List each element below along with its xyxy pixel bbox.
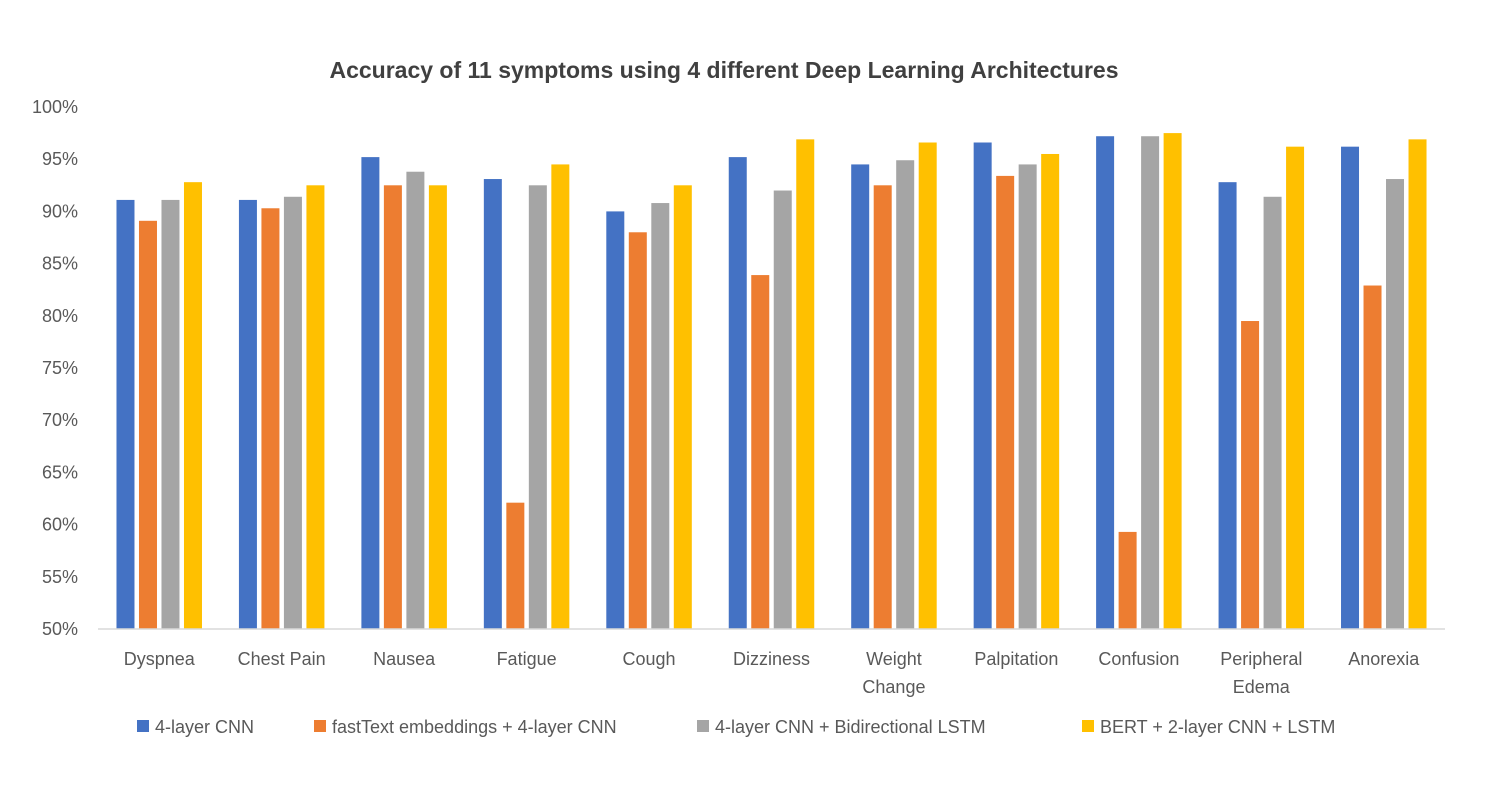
x-tick-label: Cough bbox=[623, 649, 676, 669]
x-tick-label: Fatigue bbox=[497, 649, 557, 669]
bar bbox=[1263, 196, 1282, 629]
x-tick-label-line: Weight bbox=[866, 649, 922, 669]
bar bbox=[1163, 133, 1182, 629]
bar bbox=[873, 185, 892, 630]
legend-item: fastText embeddings + 4-layer CNN bbox=[314, 717, 617, 737]
x-tick-label-line: Change bbox=[862, 677, 925, 697]
x-tick-label-line: Palpitation bbox=[974, 649, 1058, 669]
bar bbox=[996, 175, 1015, 629]
x-tick-label-line: Confusion bbox=[1098, 649, 1179, 669]
x-tick-label: Palpitation bbox=[974, 649, 1058, 669]
legend-label: fastText embeddings + 4-layer CNN bbox=[332, 717, 617, 737]
x-tick-label-line: Fatigue bbox=[497, 649, 557, 669]
bar bbox=[1041, 153, 1060, 630]
bar bbox=[1018, 164, 1037, 630]
bar bbox=[383, 185, 402, 630]
x-tick-label-line: Cough bbox=[623, 649, 676, 669]
bar bbox=[628, 232, 647, 629]
x-tick-label: Chest Pain bbox=[238, 649, 326, 669]
chart-title: Accuracy of 11 symptoms using 4 differen… bbox=[329, 57, 1118, 83]
y-tick-label: 80% bbox=[42, 306, 78, 326]
bars bbox=[116, 133, 1427, 630]
bar bbox=[651, 203, 670, 630]
bar bbox=[728, 157, 747, 630]
bar bbox=[1341, 146, 1360, 630]
bar bbox=[483, 179, 502, 630]
bar bbox=[406, 171, 425, 630]
y-tick-label: 70% bbox=[42, 410, 78, 430]
x-tick-label: Weight Change bbox=[862, 649, 925, 697]
legend-label: 4-layer CNN bbox=[155, 717, 254, 737]
bar bbox=[1096, 136, 1115, 630]
bar bbox=[796, 139, 815, 630]
bar bbox=[973, 142, 992, 629]
y-tick-label: 75% bbox=[42, 358, 78, 378]
bar bbox=[1363, 285, 1382, 629]
bar bbox=[1241, 321, 1260, 629]
bar bbox=[751, 275, 770, 629]
y-tick-label: 85% bbox=[42, 254, 78, 274]
y-tick-label: 60% bbox=[42, 515, 78, 535]
bar bbox=[261, 208, 280, 629]
bar bbox=[1286, 146, 1305, 630]
bar bbox=[551, 164, 570, 630]
bar bbox=[428, 185, 447, 630]
bar bbox=[606, 211, 625, 629]
bar bbox=[183, 182, 202, 630]
y-tick-label: 90% bbox=[42, 201, 78, 221]
bar bbox=[306, 185, 325, 630]
y-tick-label: 65% bbox=[42, 462, 78, 482]
bar bbox=[1118, 531, 1137, 629]
legend-swatch bbox=[314, 720, 326, 732]
x-tick-label-line: Dizziness bbox=[733, 649, 810, 669]
bar bbox=[1408, 139, 1427, 630]
bar bbox=[1386, 179, 1405, 630]
legend-swatch bbox=[697, 720, 709, 732]
bar bbox=[851, 164, 870, 630]
y-tick-label: 50% bbox=[42, 619, 78, 639]
bar bbox=[361, 157, 380, 630]
y-tick-label: 55% bbox=[42, 567, 78, 587]
legend-item: 4-layer CNN bbox=[137, 717, 254, 737]
bar bbox=[773, 190, 792, 629]
bar bbox=[506, 502, 525, 629]
bar bbox=[896, 160, 915, 630]
x-tick-label-line: Dyspnea bbox=[124, 649, 196, 669]
legend-label: BERT + 2-layer CNN + LSTM bbox=[1100, 717, 1335, 737]
x-tick-label: Confusion bbox=[1098, 649, 1179, 669]
legend-label: 4-layer CNN + Bidirectional LSTM bbox=[715, 717, 986, 737]
legend-swatch bbox=[137, 720, 149, 732]
x-tick-label-line: Nausea bbox=[373, 649, 436, 669]
bar bbox=[283, 196, 302, 629]
bar bbox=[673, 185, 692, 630]
bar bbox=[138, 220, 157, 630]
legend-item: 4-layer CNN + Bidirectional LSTM bbox=[697, 717, 986, 737]
bar bbox=[238, 199, 257, 630]
x-tick-label: Anorexia bbox=[1348, 649, 1420, 669]
bar bbox=[1141, 136, 1160, 630]
y-tick-label: 95% bbox=[42, 149, 78, 169]
x-tick-label-line: Peripheral bbox=[1220, 649, 1302, 669]
x-tick-label-line: Chest Pain bbox=[238, 649, 326, 669]
legend-item: BERT + 2-layer CNN + LSTM bbox=[1082, 717, 1335, 737]
bar bbox=[918, 142, 937, 629]
legend: 4-layer CNN fastText embeddings + 4-layer… bbox=[137, 717, 1335, 737]
bar bbox=[528, 185, 547, 630]
bar bbox=[116, 199, 135, 630]
x-tick-label: Dizziness bbox=[733, 649, 810, 669]
y-tick-label: 100% bbox=[32, 97, 78, 117]
x-tick-label-line: Edema bbox=[1233, 677, 1291, 697]
bar bbox=[1218, 182, 1237, 630]
legend-swatch bbox=[1082, 720, 1094, 732]
x-tick-label: Dyspnea bbox=[124, 649, 196, 669]
y-axis: 50% 55% 60% 65% 70% 75% 80% 85% 90% 95% 100% bbox=[32, 97, 78, 639]
x-axis: Dyspnea Chest Pain Nausea Fatigue Cough Dizzi… bbox=[124, 649, 1421, 697]
x-tick-label-line: Anorexia bbox=[1348, 649, 1420, 669]
x-tick-label: Nausea bbox=[373, 649, 436, 669]
x-tick-label: Peripheral Edema bbox=[1220, 649, 1302, 697]
bar bbox=[161, 199, 180, 630]
